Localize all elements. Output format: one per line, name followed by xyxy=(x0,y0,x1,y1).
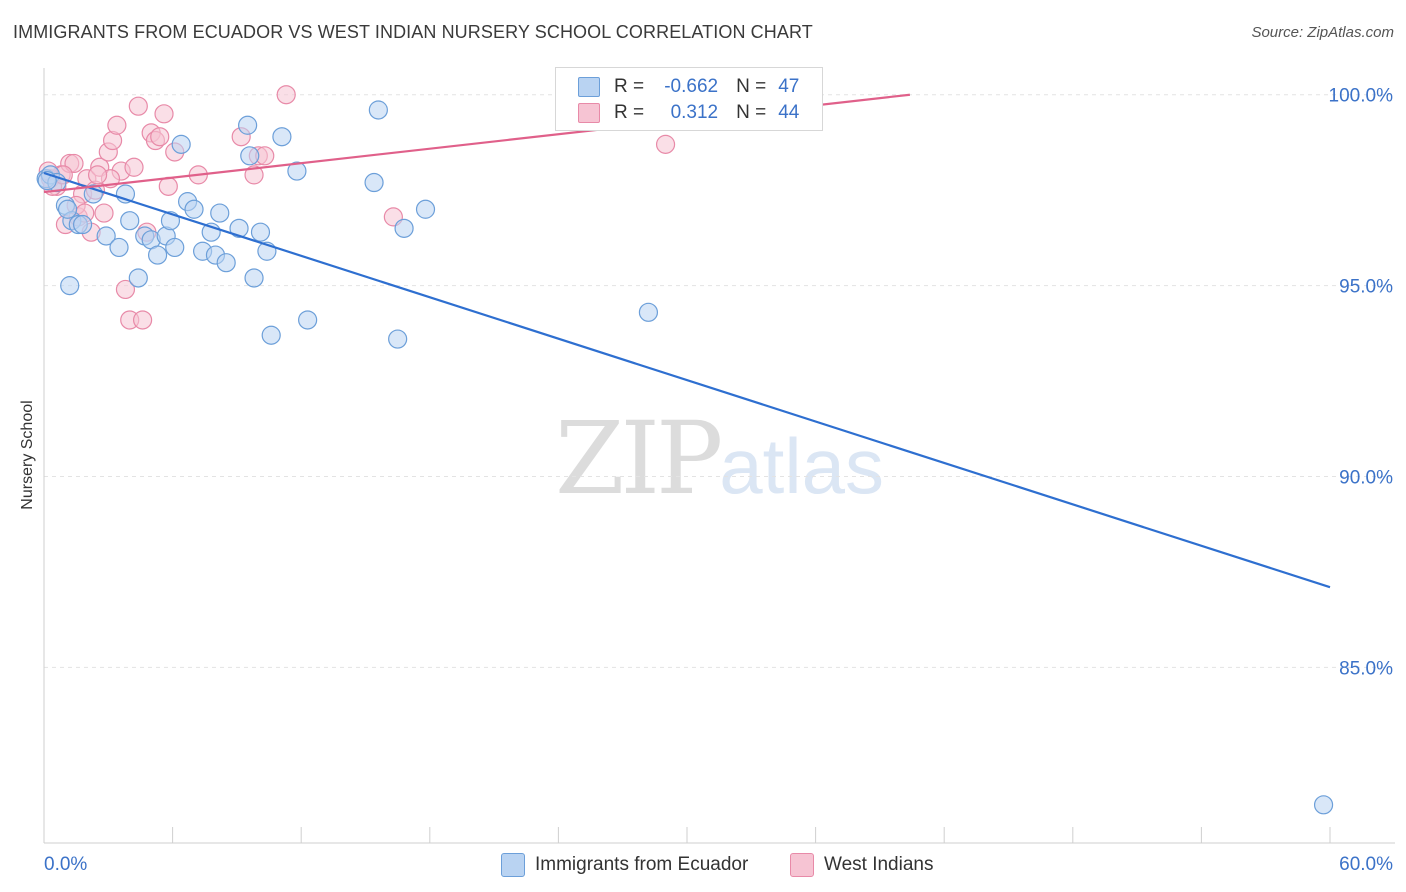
westindian-point xyxy=(158,176,178,196)
ecuador-point xyxy=(128,268,148,288)
legend-r-label: R = xyxy=(614,76,645,97)
y-tick-label: 100.0% xyxy=(1329,86,1394,107)
ecuador-point xyxy=(96,226,116,246)
westindian-point xyxy=(128,96,148,116)
legend-n-label: N = xyxy=(736,102,767,123)
ecuador-point xyxy=(415,199,436,219)
legend-r-label: R = xyxy=(614,102,645,123)
ecuador-point xyxy=(184,199,204,219)
legend-n-value: 47 xyxy=(778,76,800,97)
ecuador-point xyxy=(388,329,408,349)
westindian-point xyxy=(655,134,676,154)
ecuador-point xyxy=(238,115,258,135)
legend-swatch-pink xyxy=(578,103,600,123)
westindian-point xyxy=(115,279,136,300)
y-tick-label: 85.0% xyxy=(1339,658,1393,679)
ecuador-point xyxy=(60,276,80,296)
watermark-atlas: atlas xyxy=(719,422,885,510)
ecuador-point xyxy=(244,268,264,288)
bottom-legend-ecuador: Immigrants from Ecuador xyxy=(501,852,748,878)
chart-title: IMMIGRANTS FROM ECUADOR VS WEST INDIAN N… xyxy=(13,22,813,42)
ecuador-point xyxy=(147,245,168,265)
watermark: ZIPatlas xyxy=(555,400,884,517)
westindian-point xyxy=(154,104,174,124)
ecuador-point xyxy=(165,237,185,258)
ecuador-point xyxy=(229,218,249,238)
ecuador-point xyxy=(120,211,140,231)
legend-r-value: -0.662 xyxy=(664,76,719,97)
ecuador-point xyxy=(216,253,236,273)
ecuador-point xyxy=(272,127,292,147)
bottom-legend-swatch-pink xyxy=(790,853,814,877)
ecuador-point xyxy=(638,302,659,322)
legend-n-label: N = xyxy=(736,76,767,97)
legend-swatch-blue xyxy=(578,77,600,97)
ecuador-point xyxy=(364,172,384,193)
ecuador-point xyxy=(287,161,307,181)
x-tick-label: 0.0% xyxy=(44,854,87,875)
westindian-point xyxy=(150,127,170,147)
westindian-point xyxy=(87,165,108,185)
ecuador-trendline xyxy=(43,171,1331,589)
westindian-point xyxy=(107,115,127,135)
legend-n-value: 44 xyxy=(778,102,800,123)
legend-row-westindian: R = 0.312 N = 44 xyxy=(578,100,799,126)
ecuador-point xyxy=(261,325,281,345)
ecuador-point xyxy=(298,310,318,330)
ecuador-point xyxy=(250,222,271,242)
westindian-point xyxy=(124,157,144,177)
westindian-point xyxy=(276,85,296,105)
ecuador-point xyxy=(368,100,388,120)
ecuador-point xyxy=(394,218,414,238)
ecuador-point xyxy=(1313,795,1334,815)
y-tick-label: 90.0% xyxy=(1339,467,1393,488)
bottom-legend-swatch-blue xyxy=(501,853,525,877)
legend-row-ecuador: R = -0.662 N = 47 xyxy=(578,74,799,100)
ecuador-point xyxy=(171,134,191,154)
ecuador-point xyxy=(57,199,78,219)
stats-legend: R = -0.662 N = 47 R = 0.312 N = 44 xyxy=(555,67,823,131)
westindian-point xyxy=(244,165,264,185)
ecuador-point xyxy=(72,214,93,235)
bottom-legend-westindian: West Indians xyxy=(790,852,933,878)
westindian-point xyxy=(132,310,153,330)
bottom-legend-label-ecuador: Immigrants from Ecuador xyxy=(535,854,749,875)
ecuador-point xyxy=(210,203,230,223)
source-label: Source: ZipAtlas.com xyxy=(1251,24,1394,41)
bottom-legend-label-westindian: West Indians xyxy=(824,854,934,875)
ecuador-point xyxy=(109,237,129,258)
legend-r-value: 0.312 xyxy=(670,102,719,123)
watermark-zip: ZIP xyxy=(555,400,723,517)
x-tick-label: 60.0% xyxy=(1339,854,1393,875)
y-tick-label: 95.0% xyxy=(1339,277,1393,298)
westindian-point xyxy=(94,203,114,223)
ecuador-point xyxy=(240,146,260,166)
